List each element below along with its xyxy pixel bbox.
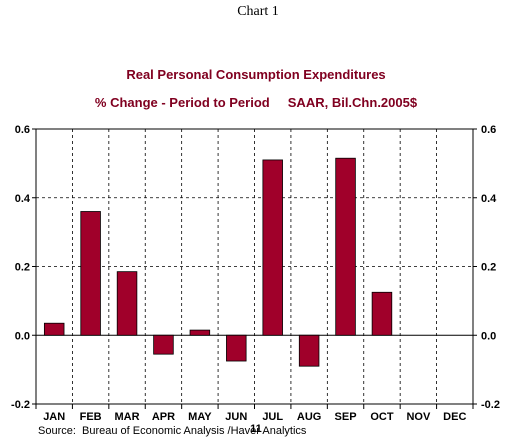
- bar-feb: [80, 211, 101, 336]
- x-tick-label-jul: JUL: [262, 411, 283, 423]
- y-tick-label: 0.2: [15, 262, 30, 274]
- x-tick-label-may: MAY: [188, 411, 212, 423]
- y-tick-label: -0.2: [11, 399, 30, 411]
- chart-subtitle: % Change - Period to Period SAAR, Bil.Ch…: [95, 95, 418, 110]
- chart-caption: Chart 1: [237, 4, 279, 19]
- bar-may: [189, 329, 211, 336]
- x-tick-label-dec: DEC: [443, 411, 466, 423]
- y-tick-label: 0.6: [481, 124, 496, 136]
- x-tick-label-jun: JUN: [225, 411, 247, 423]
- y-tick-label: 0.4: [15, 193, 31, 205]
- bar-jun: [226, 334, 247, 362]
- bar-jan: [43, 322, 65, 336]
- chart-title: Real Personal Consumption Expenditures: [126, 67, 385, 82]
- bar-aug: [298, 334, 320, 367]
- x-axis: JAN FEB MAR APR MAY JUN JUL AUG SEP OCT NOV DEC: [35, 404, 474, 423]
- x-tick-label-apr: APR: [152, 411, 175, 423]
- grid: [35, 128, 474, 405]
- y-axis-right: -0.2 0.0 0.2 0.4 0.6: [473, 124, 500, 411]
- y-tick-label: 0.2: [481, 262, 496, 274]
- year-label: 11: [250, 423, 262, 435]
- x-tick-label-sep: SEP: [335, 411, 357, 423]
- y-tick-label: 0.6: [15, 124, 30, 136]
- bar-jul: [262, 159, 283, 336]
- x-tick-label-jan: JAN: [43, 411, 65, 423]
- x-tick-label-oct: OCT: [370, 411, 394, 423]
- x-tick-label-aug: AUG: [297, 411, 321, 423]
- x-tick-label-nov: NOV: [406, 411, 431, 423]
- bar-apr: [153, 334, 174, 355]
- y-tick-label: 0.4: [481, 193, 497, 205]
- bar-mar: [116, 271, 138, 336]
- x-tick-label-mar: MAR: [115, 411, 140, 423]
- bar-sep: [335, 157, 356, 336]
- source-note: Source: Bureau of Economic Analysis /Hav…: [38, 425, 307, 437]
- y-tick-label: 0.0: [481, 330, 496, 342]
- bar-oct: [371, 291, 393, 336]
- bars: [43, 157, 393, 367]
- y-tick-label: -0.2: [481, 399, 500, 411]
- y-axis-left: -0.2 0.0 0.2 0.4 0.6: [11, 124, 36, 411]
- y-tick-label: 0.0: [15, 330, 30, 342]
- x-tick-label-feb: FEB: [80, 411, 102, 423]
